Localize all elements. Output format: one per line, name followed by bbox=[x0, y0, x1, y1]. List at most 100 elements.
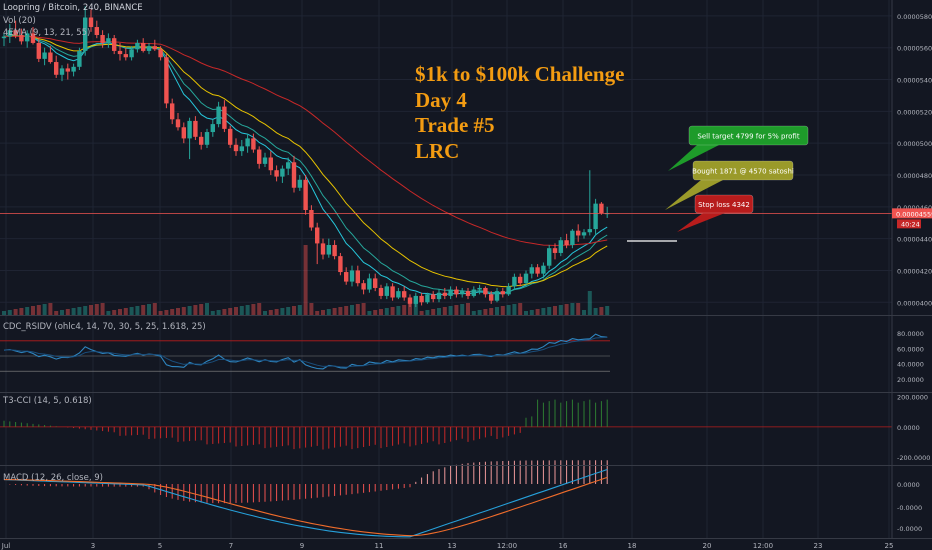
candle-body bbox=[500, 291, 505, 295]
volume-bar bbox=[100, 303, 105, 315]
cci-pane[interactable] bbox=[0, 399, 892, 450]
candle-body bbox=[378, 287, 384, 296]
candle-body bbox=[117, 50, 123, 55]
volume-bar bbox=[558, 305, 563, 315]
macd-pane[interactable] bbox=[3, 460, 608, 538]
candle-body bbox=[523, 273, 529, 284]
volume-bar bbox=[361, 303, 366, 315]
candle-body bbox=[106, 38, 111, 43]
volume-bar bbox=[576, 303, 581, 315]
stop-callout-text: Stop loss 4342 bbox=[698, 201, 750, 209]
candle-body bbox=[71, 66, 76, 72]
rsi-tick-label: 60.0000 bbox=[897, 345, 924, 353]
symbol-title: Loopring / Bitcoin, 240, BINANCE bbox=[3, 3, 143, 13]
candle-body bbox=[25, 33, 30, 42]
candle-body bbox=[349, 270, 355, 282]
candle-body bbox=[210, 124, 215, 133]
volume-bar bbox=[216, 310, 221, 315]
volume-bar bbox=[83, 306, 88, 315]
price-tick-label: 0.00004000 bbox=[897, 299, 932, 307]
volume-bar bbox=[245, 305, 250, 315]
candle-body bbox=[471, 289, 476, 296]
candle-body bbox=[42, 52, 47, 59]
challenge-annotation: $1k to $100k Challenge Day 4 Trade #5 LR… bbox=[415, 62, 624, 164]
candle-body bbox=[332, 245, 337, 257]
candle-body bbox=[141, 42, 146, 51]
candle-body bbox=[59, 68, 65, 75]
candle-body bbox=[355, 270, 360, 284]
volume-bar bbox=[535, 309, 540, 315]
volume-bar bbox=[147, 304, 151, 315]
sell-callout-text: Sell target 4799 for 5% profit bbox=[697, 133, 799, 141]
volume-bar bbox=[431, 309, 436, 315]
candle-body bbox=[199, 136, 204, 145]
volume-bar bbox=[344, 306, 349, 315]
rsi-legend: CDC_RSIDV (ohlc4, 14, 70, 30, 5, 25, 1.6… bbox=[3, 322, 206, 332]
volume-bar bbox=[396, 306, 401, 315]
volume-bar bbox=[25, 307, 30, 315]
volume-bar bbox=[315, 311, 320, 315]
candle-body bbox=[552, 248, 558, 253]
volume-bar bbox=[152, 303, 157, 315]
volume-bar bbox=[54, 311, 59, 315]
rsi-tick-label: 80.0000 bbox=[897, 330, 924, 338]
rsi-pane[interactable] bbox=[0, 333, 610, 372]
volume-bar bbox=[477, 310, 482, 315]
volume-bar bbox=[483, 309, 488, 315]
volume-legend: Vol (20) bbox=[3, 16, 36, 26]
candle-body bbox=[425, 294, 430, 303]
volume-bar bbox=[495, 307, 499, 315]
macd-legend: MACD (12, 26, close, 9) bbox=[3, 473, 103, 483]
volume-bar bbox=[413, 303, 418, 315]
candle-body bbox=[1, 36, 7, 39]
price-pane[interactable] bbox=[0, 6, 892, 315]
candle-body bbox=[100, 35, 105, 43]
volume-bar bbox=[350, 305, 354, 315]
volume-bar bbox=[500, 306, 505, 315]
bought-callout-pointer bbox=[665, 180, 723, 210]
volume-bar bbox=[193, 305, 198, 315]
stop-callout-pointer bbox=[677, 213, 725, 232]
candle-body bbox=[344, 272, 349, 282]
candle-body bbox=[373, 278, 378, 288]
candle-body bbox=[88, 17, 94, 28]
candle-body bbox=[228, 128, 233, 145]
candle-body bbox=[291, 162, 297, 188]
time-tick-label: Jul bbox=[1, 542, 11, 550]
volume-bar bbox=[263, 311, 267, 315]
candle-body bbox=[477, 287, 482, 290]
volume-bar bbox=[460, 304, 465, 315]
candle-body bbox=[413, 295, 418, 304]
countdown-label: 40:24 bbox=[901, 220, 920, 228]
candle-body bbox=[570, 230, 575, 245]
candle-body bbox=[419, 295, 424, 303]
time-tick-label: 12:00 bbox=[753, 542, 773, 550]
time-tick-label: 16 bbox=[559, 542, 568, 550]
volume-bar bbox=[36, 305, 41, 315]
volume-bar bbox=[274, 309, 279, 315]
candle-body bbox=[112, 38, 117, 51]
rsi-tick-label: 40.0000 bbox=[897, 361, 924, 369]
volume-bar bbox=[547, 307, 552, 315]
volume-bar bbox=[326, 309, 331, 315]
candle-body bbox=[187, 120, 192, 139]
volume-bar bbox=[48, 303, 53, 315]
candle-body bbox=[448, 289, 453, 296]
volume-bar bbox=[541, 308, 546, 315]
candle-body bbox=[442, 292, 447, 296]
candle-body bbox=[431, 294, 436, 300]
time-tick-label: 12:00 bbox=[497, 542, 517, 550]
volume-bar bbox=[332, 308, 337, 315]
volume-bar bbox=[309, 303, 314, 315]
candle-body bbox=[315, 227, 320, 244]
candle-body bbox=[320, 243, 326, 255]
volume-bar bbox=[239, 306, 244, 315]
candle-body bbox=[94, 27, 99, 35]
candle-body bbox=[152, 46, 157, 50]
ema-legend: 4EMA (9, 13, 21, 55) bbox=[3, 28, 91, 38]
